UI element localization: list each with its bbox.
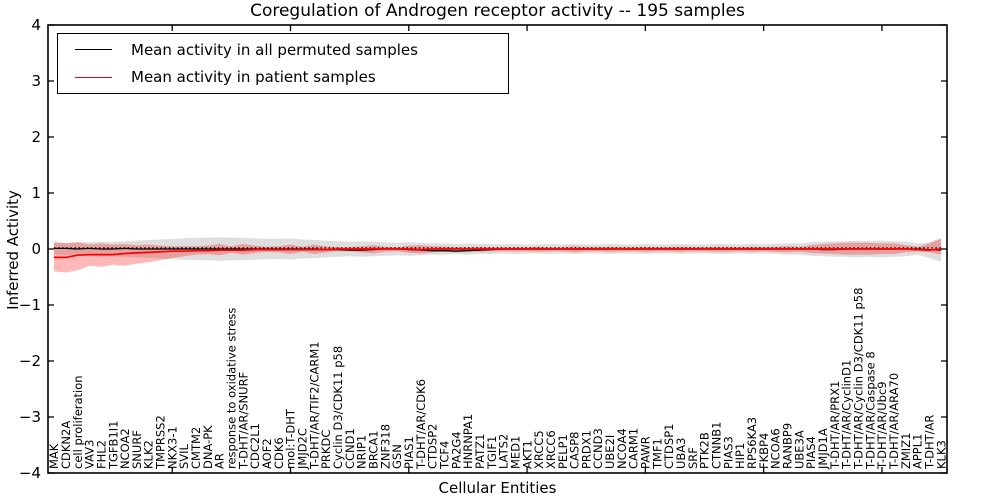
x-category-label: PRKDC (319, 430, 333, 469)
x-category-label: FKBP4 (757, 433, 771, 469)
x-category-label: TGIF1 (485, 436, 499, 470)
legend-label-patient: Mean activity in patient samples (131, 68, 376, 87)
x-axis-title: Cellular Entities (438, 479, 557, 497)
x-category-label: HNRNPA1 (461, 414, 475, 469)
y-tick-label: 0 (31, 240, 41, 258)
x-category-label: PELP1 (556, 434, 570, 469)
patient-mean-line (53, 248, 942, 259)
x-category-label: MAK (47, 443, 61, 469)
x-category-label: FHL2 (94, 440, 108, 469)
x-category-label: Cyclin D3/CDK11 p58 (331, 346, 345, 469)
x-category-label: NKX3-1 (165, 426, 179, 469)
permuted-line-sample (75, 49, 112, 51)
x-category-label: CARM1 (627, 428, 641, 469)
x-category-label: NRIP1 (355, 435, 369, 469)
x-category-label: mol:T-DHT (284, 408, 298, 469)
y-tick-label: 1 (31, 184, 41, 202)
x-category-label: PIAS4 (804, 436, 818, 469)
x-category-label: CCND3 (591, 428, 605, 469)
x-category-label: T-DHT/AR/Caspase 8 (863, 351, 877, 470)
legend-label-permuted: Mean activity in all permuted samples (131, 40, 418, 59)
x-category-label: MED1 (508, 436, 522, 469)
x-category-label: T-DHT/AR (923, 415, 937, 470)
x-category-label: AOF2 (260, 438, 274, 469)
y-tick-label: 4 (31, 16, 41, 34)
x-category-label: T-DHT/AR/Cyclin D3/CDK11 p58 (852, 288, 866, 470)
x-category-label: PTK2B (698, 432, 712, 469)
x-category-label: DNA-PK (201, 425, 215, 469)
x-category-label: ZNF318 (378, 424, 392, 469)
chart-title: Coregulation of Androgen receptor activi… (250, 1, 745, 21)
legend-entry-permuted: Mean activity in all permuted samples (58, 36, 508, 64)
x-category-label: SVIL (177, 443, 191, 469)
x-category-label: TMPRSS2 (154, 415, 168, 470)
x-category-label: TGFB1I1 (106, 421, 120, 470)
x-category-label: BRCA1 (367, 430, 381, 469)
x-category-label: CMTM2 (189, 427, 203, 469)
x-category-label: T-DHT/AR/CDK6 (414, 379, 428, 470)
x-category-label: SRF (686, 447, 700, 469)
x-category-label: NCOA2 (118, 428, 132, 469)
x-category-label: XRCC6 (544, 430, 558, 469)
x-category-label: AR (213, 453, 227, 469)
x-category-label: T-DHT/AR/TIF2/CARM1 (307, 341, 321, 470)
legend-entry-patient: Mean activity in patient samples (58, 64, 508, 92)
y-tick-label: 3 (31, 72, 41, 90)
x-category-label: KLK3 (934, 440, 948, 469)
x-category-label: T-DHT/AR/CyclinD1 (840, 360, 854, 470)
x-category-label: RPS6KA3 (745, 417, 759, 469)
y-tick-label: −2 (19, 352, 41, 370)
x-category-label: response to oxidative stress (225, 308, 239, 469)
y-axis-title: Inferred Activity (4, 190, 22, 310)
x-category-label: CDKN2A (59, 421, 73, 469)
x-category-label: T-DHT/AR/Ubc9 (875, 381, 889, 470)
x-category-label: CTNNB1 (710, 422, 724, 469)
x-category-label: PA2G4 (449, 431, 463, 469)
x-category-label: AKT1 (520, 440, 534, 469)
x-category-label: TMF1 (650, 438, 664, 470)
x-category-label: GSN (390, 444, 404, 469)
x-category-label: CTDSP2 (426, 424, 440, 469)
x-category-label: T-DHT/AR/ARA70 (887, 373, 901, 470)
x-category-label: TCF4 (438, 441, 452, 470)
y-tick-label: −4 (19, 464, 41, 482)
x-category-label: SNURF (130, 430, 144, 469)
x-category-label: APPL1 (911, 434, 925, 469)
x-category-label: UBE3A (792, 430, 806, 469)
x-category-label: PIAS3 (721, 436, 735, 469)
x-category-label: RANBP9 (781, 423, 795, 469)
x-category-label: VAV3 (83, 440, 97, 469)
x-category-label: T-DHT/AR/SNURF (236, 372, 250, 470)
x-category-label: KLK2 (142, 440, 156, 469)
x-category-label: JMJD2C (296, 428, 310, 470)
x-category-label: JMJD1A (816, 428, 830, 470)
y-tick-label: −3 (19, 408, 41, 426)
x-category-label: CDC2L1 (248, 423, 262, 469)
y-tick-label: −1 (19, 296, 41, 314)
x-category-label: XRCC5 (532, 430, 546, 469)
x-category-label: UBE2I (603, 435, 617, 469)
x-category-label: NCOA6 (769, 428, 783, 469)
x-category-label: LATS2 (497, 434, 511, 469)
x-category-label: NCOA4 (615, 428, 629, 469)
x-category-label: CTDSP1 (662, 424, 676, 469)
legend: Mean activity in all permuted samples Me… (57, 33, 509, 94)
x-category-label: PIAS1 (402, 436, 416, 469)
x-category-label: UBA3 (674, 438, 688, 470)
x-category-label: CDK6 (272, 437, 286, 469)
x-category-label: ZMIZ1 (899, 433, 913, 469)
patient-line-sample (75, 76, 112, 78)
x-category-label: T-DHT/AR/PRX1 (828, 381, 842, 470)
x-category-label: PAWR (639, 436, 653, 469)
x-category-label: HIP1 (733, 443, 747, 469)
y-tick-label: 2 (31, 128, 41, 146)
x-category-label: CCND1 (343, 428, 357, 469)
x-category-label: PATZ1 (473, 434, 487, 469)
x-category-label: cell proliferation (71, 375, 85, 469)
x-category-label: PRDX1 (579, 430, 593, 469)
x-category-label: CASP8 (568, 432, 582, 469)
